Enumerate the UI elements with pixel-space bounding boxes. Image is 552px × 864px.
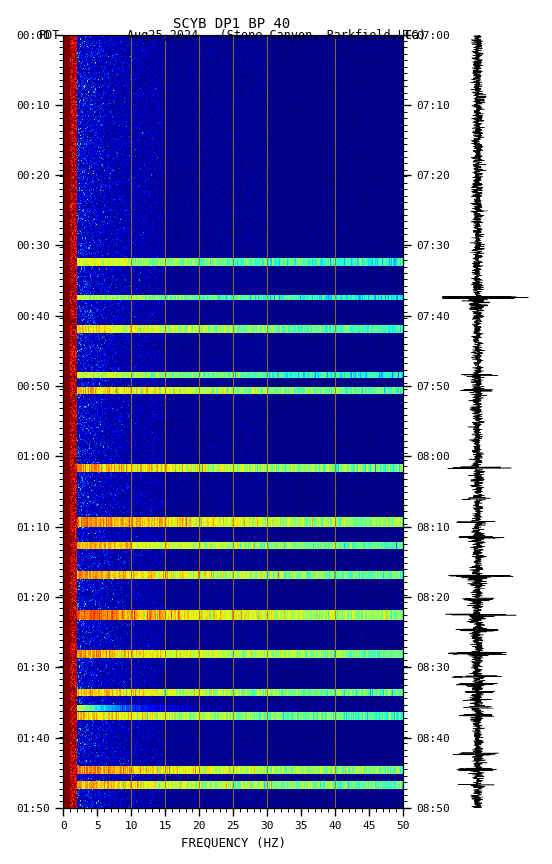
Text: PDT: PDT — [39, 29, 60, 42]
Text: SCYB DP1 BP 40: SCYB DP1 BP 40 — [173, 17, 290, 31]
X-axis label: FREQUENCY (HZ): FREQUENCY (HZ) — [181, 836, 286, 849]
Text: Aug25,2024   (Stone Canyon, Parkfield, Ca): Aug25,2024 (Stone Canyon, Parkfield, Ca) — [127, 29, 426, 42]
Text: UTC: UTC — [397, 29, 419, 42]
